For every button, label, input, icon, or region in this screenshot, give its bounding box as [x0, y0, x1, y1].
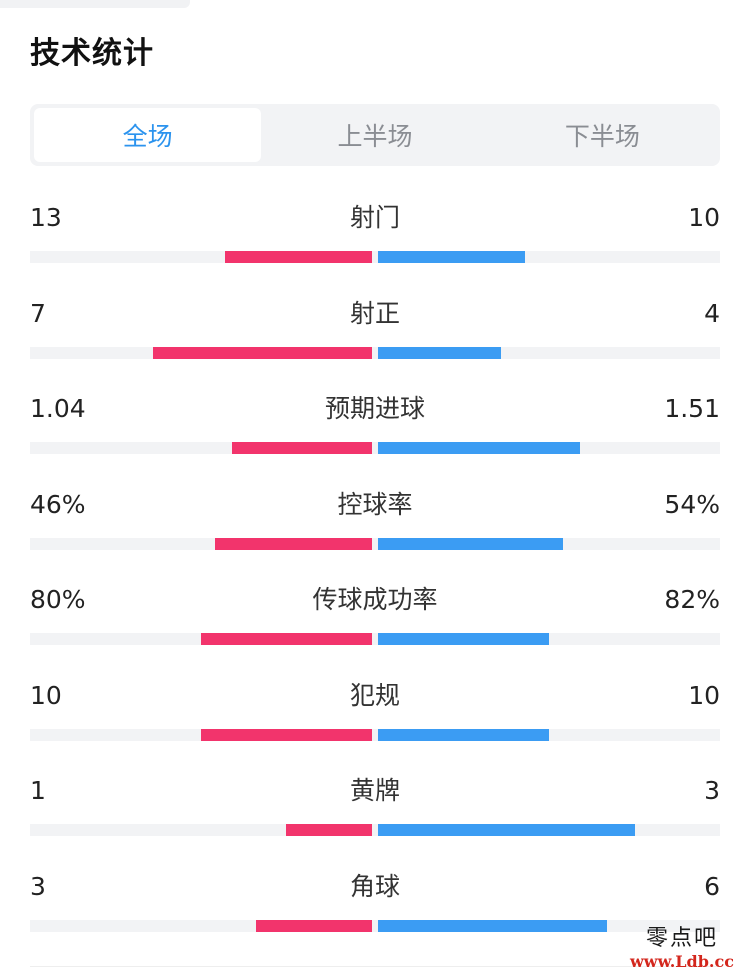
away-bar [378, 537, 563, 550]
stat-track [30, 442, 720, 454]
tab-full-match[interactable]: 全场 [34, 108, 262, 162]
home-bar [153, 346, 372, 359]
stat-track [30, 824, 720, 836]
stat-track [30, 633, 720, 645]
away-value: 54% [664, 489, 720, 519]
stats-list: 13 射门 10 7 射正 4 1.04 预期进球 1.51 46% 控球率 5… [30, 196, 720, 960]
home-bar [286, 824, 372, 836]
home-value: 13 [30, 203, 62, 232]
home-bar [201, 633, 372, 645]
page-title: 技术统计 [30, 36, 154, 71]
top-edge [0, 0, 190, 8]
home-value: 3 [30, 871, 46, 901]
stat-row-pass-accuracy: 80% 传球成功率 82% [30, 578, 720, 674]
away-value: 10 [688, 203, 720, 232]
stat-row-possession: 46% 控球率 54% [30, 483, 720, 579]
stat-row-expected-goals: 1.04 预期进球 1.51 [30, 387, 720, 483]
stat-label: 控球率 [337, 489, 413, 519]
away-bar [378, 728, 549, 741]
away-bar [378, 346, 501, 359]
stat-track [30, 346, 720, 359]
home-bar [225, 251, 372, 263]
home-bar [215, 537, 372, 550]
home-value: 46% [30, 489, 86, 519]
away-value: 3 [704, 776, 720, 805]
stat-label: 黄牌 [349, 776, 400, 805]
watermark-url: www.Ldb.cc [630, 952, 734, 971]
watermark-logo: 零点吧 [645, 926, 718, 951]
tab-first-half[interactable]: 上半场 [337, 122, 413, 151]
stat-label: 传球成功率 [312, 585, 438, 614]
away-bar [378, 251, 525, 263]
stat-label: 角球 [349, 871, 400, 901]
home-bar [256, 919, 372, 932]
away-value: 1.51 [664, 394, 720, 423]
away-value: 6 [704, 871, 720, 901]
period-tabs: 全场 上半场 下半场 [30, 104, 720, 166]
watermark: 零点吧 www.Ldb.cc [618, 920, 746, 971]
stat-label: 犯规 [349, 680, 400, 710]
home-value: 10 [30, 680, 62, 710]
stat-row-shots: 13 射门 10 [30, 196, 720, 292]
home-bar [232, 442, 372, 454]
divider [30, 966, 720, 967]
stat-row-fouls: 10 犯规 10 [30, 674, 720, 770]
stat-track [30, 537, 720, 550]
home-value: 80% [30, 585, 86, 614]
away-value: 10 [688, 680, 720, 710]
home-value: 1.04 [30, 394, 86, 423]
stat-track [30, 251, 720, 263]
stat-row-shots-on-target: 7 射正 4 [30, 292, 720, 388]
stat-row-yellow-cards: 1 黄牌 3 [30, 769, 720, 865]
away-bar [378, 633, 549, 645]
stat-row-corners: 3 角球 6 [30, 865, 720, 961]
stat-track [30, 728, 720, 741]
home-bar [201, 728, 372, 741]
stat-label: 射正 [349, 298, 400, 328]
away-bar [378, 442, 580, 454]
away-value: 4 [704, 298, 720, 328]
away-value: 82% [664, 585, 720, 614]
stat-label: 射门 [349, 203, 400, 232]
stat-track [30, 919, 720, 932]
home-value: 1 [30, 776, 46, 805]
away-bar [378, 919, 607, 932]
home-value: 7 [30, 298, 46, 328]
away-bar [378, 824, 635, 836]
tab-second-half[interactable]: 下半场 [564, 122, 640, 151]
stat-label: 预期进球 [324, 394, 425, 423]
